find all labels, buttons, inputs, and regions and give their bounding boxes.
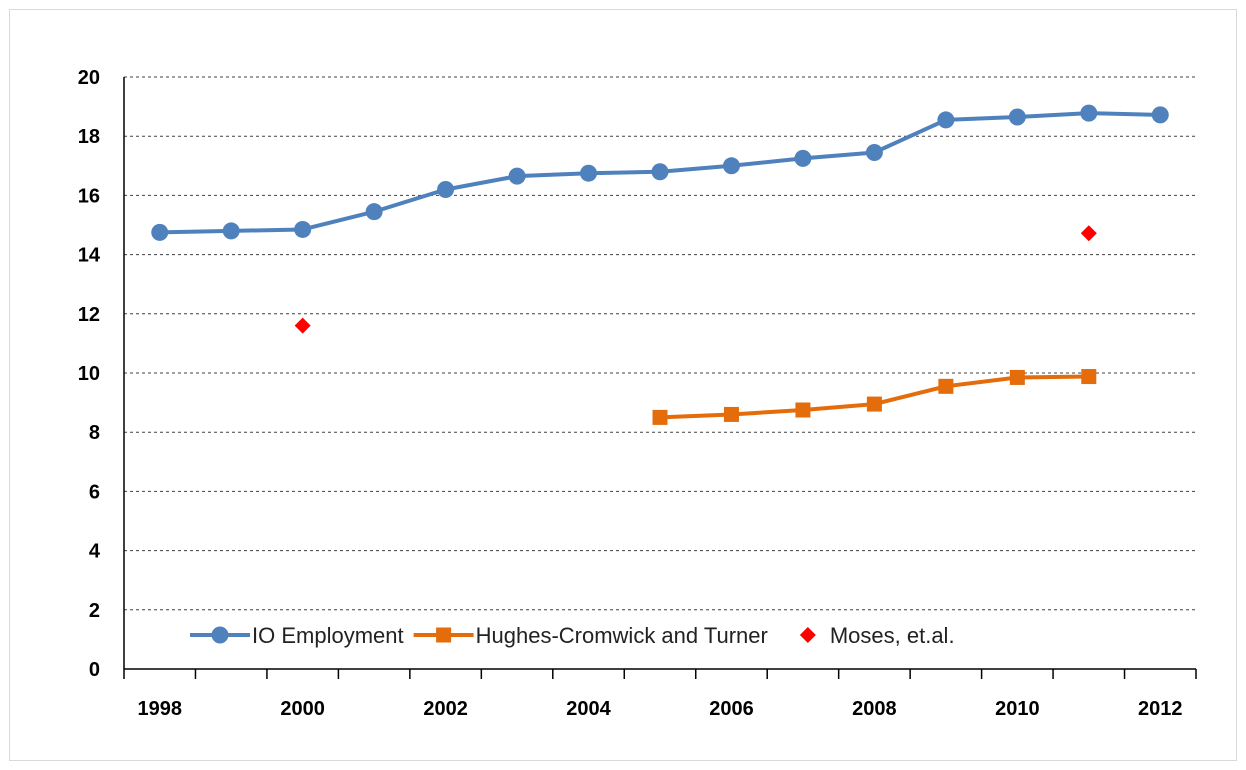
y-tick-label: 12 bbox=[78, 304, 100, 326]
legend-marker bbox=[211, 626, 229, 644]
y-tick-label: 18 bbox=[78, 126, 100, 148]
legend-label: IO Employment bbox=[252, 623, 404, 648]
data-point bbox=[437, 180, 455, 198]
series-0 bbox=[151, 104, 1169, 241]
data-point bbox=[866, 396, 882, 412]
x-tick-label: 2004 bbox=[566, 698, 611, 720]
legend-item-0: IO Employment bbox=[190, 623, 404, 648]
data-point bbox=[1151, 106, 1169, 124]
y-tick-label: 2 bbox=[89, 600, 100, 622]
data-point bbox=[795, 402, 811, 418]
data-point bbox=[651, 163, 669, 181]
x-tick-label: 2006 bbox=[709, 698, 754, 720]
y-tick-label: 16 bbox=[78, 185, 100, 207]
data-point bbox=[222, 222, 240, 240]
y-tick-label: 8 bbox=[89, 422, 100, 444]
data-point bbox=[1008, 108, 1026, 126]
y-tick-label: 10 bbox=[78, 363, 100, 385]
data-point bbox=[1080, 225, 1097, 242]
gridlines bbox=[124, 76, 1196, 611]
data-point bbox=[722, 157, 740, 175]
data-point bbox=[937, 111, 955, 129]
data-point bbox=[151, 223, 169, 241]
data-point bbox=[723, 406, 739, 422]
x-tick-labels: 1998 2000 2002 2004 2006 2008 2010 2012 bbox=[137, 698, 1182, 720]
data-point bbox=[365, 203, 383, 221]
series-1 bbox=[652, 369, 1097, 425]
y-tick-label: 4 bbox=[89, 541, 101, 563]
legend-label: Moses, et.al. bbox=[830, 623, 955, 648]
y-tick-label: 14 bbox=[78, 245, 101, 267]
data-point bbox=[865, 143, 883, 161]
data-point bbox=[794, 149, 812, 167]
series-2 bbox=[294, 225, 1097, 334]
data-point bbox=[1081, 369, 1097, 385]
x-tick-label: 2008 bbox=[852, 698, 897, 720]
data-point bbox=[294, 220, 312, 238]
data-point bbox=[294, 317, 311, 334]
x-tick-label: 2000 bbox=[280, 698, 325, 720]
legend-item-2: Moses, et.al. bbox=[799, 623, 955, 648]
y-tick-label: 6 bbox=[89, 481, 100, 503]
data-point bbox=[508, 167, 526, 185]
y-tick-label: 0 bbox=[89, 659, 100, 681]
series-layer bbox=[151, 104, 1169, 425]
legend-marker bbox=[436, 627, 452, 643]
data-point bbox=[652, 409, 668, 425]
legend-label: Hughes-Cromwick and Turner bbox=[476, 623, 768, 648]
x-tick-label: 2002 bbox=[423, 698, 468, 720]
data-point bbox=[1080, 104, 1098, 122]
data-point bbox=[580, 164, 598, 182]
x-tick-label: 2010 bbox=[995, 698, 1040, 720]
x-tick-label: 2012 bbox=[1138, 698, 1183, 720]
y-tick-label: 20 bbox=[78, 67, 100, 89]
data-point bbox=[1009, 369, 1025, 385]
legend: IO Employment Hughes-Cromwick and Turner M… bbox=[190, 623, 955, 648]
data-point bbox=[938, 378, 954, 394]
legend-marker bbox=[799, 627, 816, 643]
legend-item-1: Hughes-Cromwick and Turner bbox=[413, 623, 768, 648]
axes bbox=[123, 77, 1197, 679]
x-tick-label: 1998 bbox=[137, 698, 182, 720]
y-tick-labels: 0 2 4 6 8 10 12 14 16 18 20 bbox=[78, 67, 101, 681]
